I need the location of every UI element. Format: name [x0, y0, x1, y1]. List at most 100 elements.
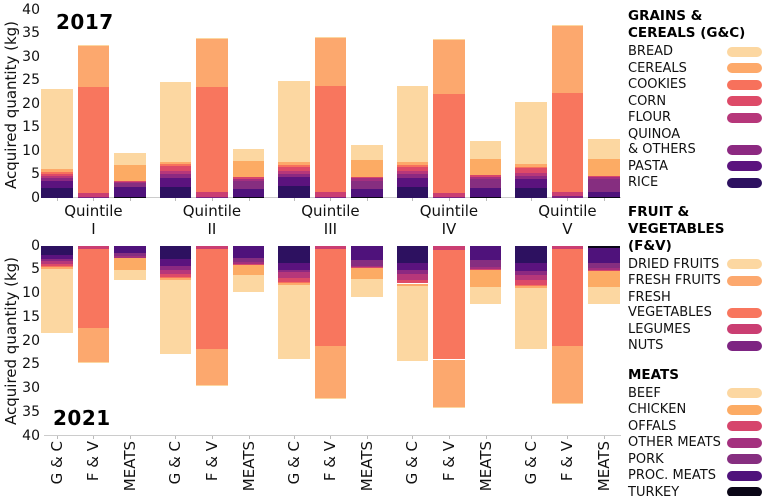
- legend-swatch-legumes: [727, 324, 762, 334]
- legend-item-label: NUTS: [628, 338, 664, 353]
- bar-segment-fresh-fruits: [551, 345, 584, 404]
- bar-segment-legumes: [551, 246, 584, 250]
- legend-item-label: PASTA: [628, 158, 668, 174]
- x-tick-mark: [330, 198, 332, 201]
- bar-segment-corn: [159, 166, 191, 171]
- bar-segment-offals: [469, 175, 502, 177]
- x-tick-mark: [93, 435, 95, 439]
- bar-segment-rice: [396, 186, 428, 198]
- legend-item: FLOUR: [628, 110, 766, 126]
- bar-segment-dried-fruits: [551, 24, 584, 26]
- bar-segment-pork: [114, 183, 146, 188]
- bar-segment-fresh-vegetables: [196, 248, 228, 350]
- bar-segment-pasta: [41, 181, 73, 189]
- category-tick-label: F & V: [321, 441, 340, 482]
- legend-item-label: OTHER MEATS: [628, 435, 721, 450]
- bar-segment-corn: [278, 166, 310, 172]
- bar-segment-chicken: [114, 164, 146, 182]
- bar-segment-fresh-vegetables: [551, 93, 584, 192]
- x-tick-mark: [448, 198, 450, 201]
- bar-segment-other-meats: [351, 265, 383, 267]
- bar-segment-proc-meats: [588, 192, 620, 197]
- bar-segment-pasta: [515, 179, 547, 188]
- y-tick-label: 15: [22, 308, 40, 325]
- bar-segment-legumes: [433, 192, 465, 197]
- bar-segment-fresh-vegetables: [433, 249, 465, 360]
- category-tick-label: F & V: [558, 441, 577, 482]
- x-tick-mark: [330, 435, 332, 439]
- x-tick-mark: [412, 198, 414, 201]
- bar-segment-fresh-vegetables: [77, 87, 110, 194]
- legend-swatch-nuts: [727, 340, 762, 351]
- bar-segment-bread: [515, 101, 547, 164]
- bar-segment-pork: [114, 252, 146, 257]
- bar-segment-turkey: [232, 245, 265, 247]
- legend-item-label: TURKEY: [628, 484, 680, 496]
- bar-segment-pork: [469, 179, 502, 189]
- bar-segment-corn: [515, 279, 547, 285]
- bar-segment-quinoa-others: [159, 266, 191, 270]
- bar-segment-bread: [396, 86, 428, 162]
- bar-segment-bread: [41, 269, 73, 334]
- legend-item-label: CEREALS: [628, 60, 687, 76]
- bar-segment-fresh-vegetables: [433, 93, 465, 193]
- x-tick-mark: [56, 198, 58, 201]
- bar-segment-legumes: [196, 245, 228, 249]
- bar-segment-offals: [232, 177, 265, 179]
- x-tick-mark: [130, 435, 132, 439]
- legend-item-label: PORK: [628, 451, 664, 467]
- legend-swatch-fresh-fruits: [727, 275, 762, 286]
- y-tick-label: 0: [31, 237, 40, 254]
- legend-swatch-pork: [727, 454, 762, 464]
- bar-segment-cookies: [159, 277, 191, 279]
- x-tick-mark: [604, 198, 606, 201]
- y-tick-label: 30: [22, 380, 40, 396]
- bar-segment-cereals: [515, 285, 547, 288]
- bar-segment-pasta: [396, 262, 428, 271]
- bar-segment-dried-fruits: [196, 38, 228, 39]
- x-tick-mark: [367, 198, 369, 201]
- bar-segment-rice: [396, 245, 428, 263]
- bar-segment-pasta: [396, 177, 428, 187]
- bar-segment-flour: [41, 176, 73, 179]
- category-tick-label: F & V: [202, 441, 221, 482]
- bar-segment-beef: [469, 141, 502, 159]
- bar-segment-flour: [41, 261, 73, 265]
- y-tick-label: 35: [22, 25, 40, 42]
- bar-segment-cookies: [41, 266, 73, 268]
- bar-segment-rice: [278, 245, 310, 264]
- y-tick-label: 0: [31, 189, 40, 206]
- bar-segment-offals: [351, 266, 383, 268]
- bar-segment-proc-meats: [351, 246, 383, 261]
- category-tick-label: MEATS: [476, 441, 495, 492]
- bar-segment-pasta: [159, 258, 191, 267]
- bar-segment-fresh-fruits: [314, 37, 347, 86]
- y-tick-label: 35: [22, 403, 40, 420]
- bar-segment-nuts: [551, 245, 584, 247]
- bar-segment-fresh-fruits: [433, 359, 465, 408]
- y-tick-label: 10: [22, 142, 40, 159]
- bar-segment-cookies: [278, 282, 310, 283]
- legend-item: BEEF: [628, 386, 766, 402]
- y-tick-label: 5: [31, 166, 40, 183]
- category-tick-label: G & C: [403, 441, 422, 485]
- legend-swatch-cookies: [727, 79, 762, 90]
- x-tick-mark: [448, 435, 450, 439]
- bar-segment-dried-fruits: [433, 407, 465, 409]
- legend-item-label: CHICKEN: [628, 402, 687, 417]
- bar-segment-nuts: [77, 196, 110, 198]
- bar-segment-cookies: [159, 164, 191, 167]
- legend-item-label: PROC. MEATS: [628, 468, 716, 483]
- bar-segment-beef: [588, 286, 620, 305]
- bar-segment-quinoa-others: [41, 259, 73, 262]
- legend-item-label: QUINOA & OTHERS: [628, 126, 696, 158]
- bar-segment-quinoa-others: [278, 270, 310, 272]
- bar-segment-legumes: [551, 191, 584, 197]
- bar-segment-nuts: [551, 196, 584, 198]
- legend-item: NUTS: [628, 338, 766, 354]
- bar-segment-beef: [469, 286, 502, 305]
- bar-segment-chicken: [351, 267, 383, 280]
- bar-segment-turkey: [232, 196, 265, 198]
- legend: GRAINS & CEREALS (G&C) BREAD CEREALS COOKIE…: [628, 8, 766, 496]
- bar-segment-corn: [515, 168, 547, 174]
